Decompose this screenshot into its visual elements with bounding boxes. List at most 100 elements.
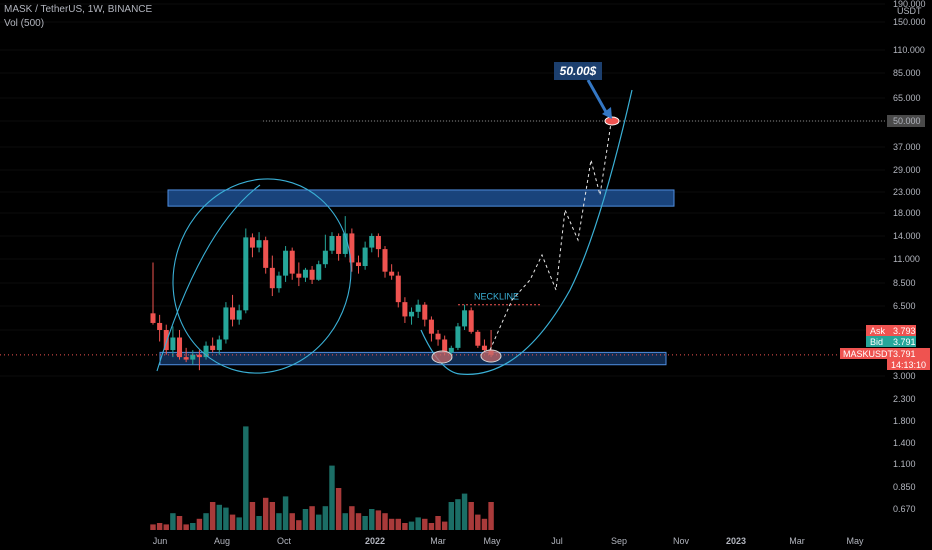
candle-body [428,319,434,334]
volume-bar [223,507,229,530]
candle-body [435,333,441,340]
candle-body [455,326,461,348]
volume-bar [369,509,375,530]
candle-body [223,307,229,340]
candle-body [243,237,249,311]
projected-path [489,122,612,351]
price-axis-label: 190.000 [893,0,926,9]
candle-body [448,347,454,353]
volume-bar [402,523,408,530]
volume-bar [455,499,461,530]
volume-bar [296,520,302,530]
candle-body [309,269,315,280]
price-axis-label: 18.000 [893,208,921,218]
volume-bar [388,518,395,530]
volume-bar [349,506,355,530]
volume-bar [269,502,276,530]
candle-body [236,310,242,320]
volume-bar [150,524,156,530]
candle-body [263,240,269,268]
target-marker [604,116,620,126]
time-axis-label: Oct [277,536,292,546]
time-axis-label: 2023 [726,536,746,546]
volume-bar [335,488,342,530]
volume-bar [256,516,262,530]
volume-bar [229,514,236,530]
candle-body [375,236,381,250]
volume-bar [408,521,415,530]
candle-body [216,339,222,351]
candle-body [196,354,202,358]
volume-bar [190,523,196,530]
candle-body [342,233,348,254]
price-axis-label: 2.300 [893,394,916,404]
volume-bar [316,514,322,530]
volume-bar [276,513,282,530]
countdown-bg [887,359,930,370]
candle-body [409,311,415,317]
candle-body [302,269,308,278]
candle-body [150,313,156,323]
price-axis-label: 6.500 [893,301,916,311]
volume-bars [150,426,494,530]
price-axis-currency: USDT [897,6,922,16]
price-axis-label: 1.100 [893,459,916,469]
zones [159,189,675,366]
symbol-tag-bg [840,348,930,359]
dome-arc [172,178,352,374]
time-axis-label: Jun [153,536,168,546]
candle-body [210,345,216,351]
volume-bar [375,510,382,530]
target-arrow-head [602,107,612,119]
candle-body [296,273,302,278]
candle-body [163,330,169,351]
time-axis[interactable]: Jun Aug Oct 2022 Mar May Jul Sep Nov 2023 Mar May [153,536,864,546]
low-marker [431,350,453,364]
volume-bar [309,506,315,530]
price-axis-label: 37.000 [893,142,921,152]
price-axis[interactable]: 190.000 150.000 110.000 85.000 65.000 50.000 3… [893,0,926,514]
price-axis-label: 23.000 [893,187,921,197]
candle-body [329,236,335,251]
time-axis-label: May [483,536,501,546]
candle-body [316,264,322,280]
volume-bar [163,524,169,530]
price-axis-label: 0.670 [893,504,916,514]
candles [150,216,494,371]
volume-bar [415,517,421,530]
target-label-bg [554,62,602,80]
volume-bar [262,497,269,530]
candle-body [415,304,421,312]
low-marker [480,349,502,363]
candle-body [362,247,368,267]
target-axis-tag: 50.000 [893,116,921,126]
cup-curve [420,89,633,375]
candle-body [249,237,255,248]
volume-bar [183,524,189,530]
candle-body [183,357,189,360]
volume-bar [216,504,223,530]
volume-bar [196,518,203,530]
price-axis-label: 85.000 [893,68,921,78]
dome-left-leg [156,184,261,372]
volume-indicator-label[interactable]: Vol (500) [4,18,45,29]
neckline-label: NECKLINE [474,292,519,302]
volume-bar [289,513,295,530]
price-axis-label: 8.500 [893,278,916,288]
candle-body [289,250,295,274]
grid [0,3,885,377]
symbol-title[interactable]: MASK / TetherUS, 1W, BINANCE [4,4,153,15]
candle-body [468,310,474,332]
volume-bar [236,517,242,530]
volume-bar [481,518,488,530]
volume-bar [488,502,494,530]
volume-bar [435,516,441,530]
candle-body [190,354,196,360]
last-price: 3.791 [893,349,916,359]
candle-body [203,345,209,358]
time-axis-label: Mar [789,536,805,546]
volume-bar [249,502,256,530]
volume-bar [170,513,176,530]
volume-bar [156,523,163,530]
